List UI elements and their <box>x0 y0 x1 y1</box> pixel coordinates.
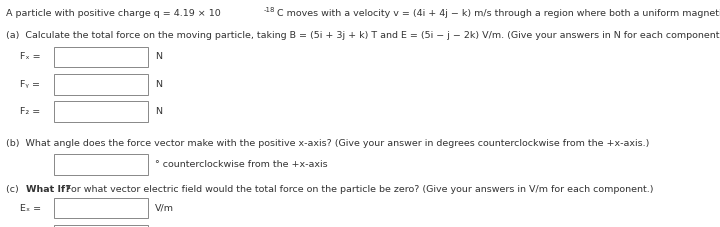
FancyBboxPatch shape <box>54 154 148 175</box>
Text: (a)  Calculate the total force on the moving particle, taking B = (5i + 3j + k) : (a) Calculate the total force on the mov… <box>6 31 720 40</box>
Text: For what vector electric field would the total force on the particle be zero? (G: For what vector electric field would the… <box>63 185 654 194</box>
FancyBboxPatch shape <box>54 74 148 95</box>
Text: -18: -18 <box>264 7 275 13</box>
Text: A particle with positive charge q = 4.19 × 10: A particle with positive charge q = 4.19… <box>6 9 220 18</box>
Text: Fₓ =: Fₓ = <box>20 52 41 61</box>
Text: V/m: V/m <box>155 204 174 213</box>
Text: N: N <box>155 80 162 89</box>
FancyBboxPatch shape <box>54 225 148 227</box>
FancyBboxPatch shape <box>54 47 148 67</box>
Text: C moves with a velocity v = (4i + 4j − k) m/s through a region where both a unif: C moves with a velocity v = (4i + 4j − k… <box>274 9 720 18</box>
Text: (b)  What angle does the force vector make with the positive x-axis? (Give your : (b) What angle does the force vector mak… <box>6 139 649 148</box>
Text: Eₓ =: Eₓ = <box>20 204 41 213</box>
Text: Fᵧ =: Fᵧ = <box>20 80 40 89</box>
FancyBboxPatch shape <box>54 101 148 122</box>
Text: N: N <box>155 52 162 61</box>
Text: N: N <box>155 107 162 116</box>
Text: ° counterclockwise from the +x-axis: ° counterclockwise from the +x-axis <box>155 160 328 169</box>
FancyBboxPatch shape <box>54 198 148 218</box>
Text: F₂ =: F₂ = <box>20 107 40 116</box>
Text: What If?: What If? <box>26 185 71 194</box>
Text: (c): (c) <box>6 185 24 194</box>
